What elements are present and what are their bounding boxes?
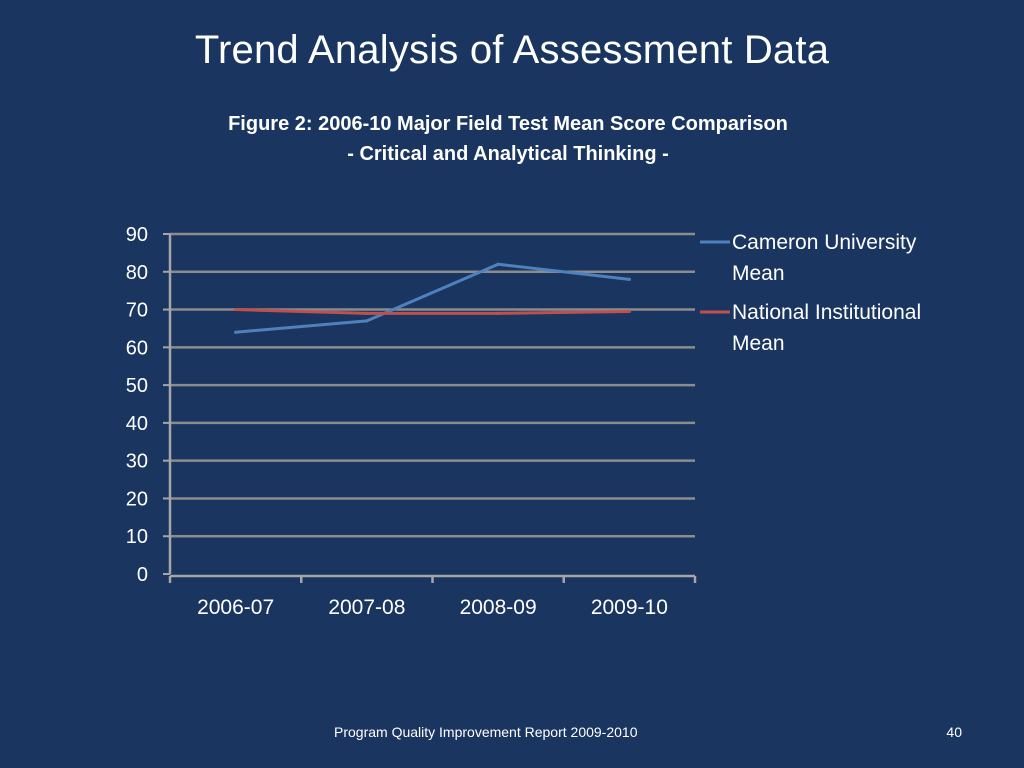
data-point — [496, 311, 500, 315]
chart-subtitle: - Critical and Analytical Thinking - — [347, 143, 669, 165]
x-tick-label: 2006-07 — [197, 596, 274, 619]
data-point — [496, 262, 500, 266]
legend-label: Cameron University Mean — [732, 231, 917, 285]
series-line — [235, 262, 630, 334]
data-point — [234, 307, 238, 312]
y-tick-label: 70 — [126, 300, 148, 322]
series-line — [235, 308, 630, 315]
x-tick-label: 2008-09 — [460, 596, 537, 619]
chart-title: Figure 2: 2006-10 Major Field Test Mean … — [228, 113, 788, 135]
series-lines — [234, 262, 631, 334]
gridlines — [170, 232, 695, 538]
x-tick-label: 2007-08 — [328, 596, 405, 619]
page-number: 40 — [946, 724, 962, 740]
footer-text: Program Quality Improvement Report 2009-… — [334, 724, 638, 740]
y-tick-label: 0 — [137, 564, 148, 586]
y-tick-label: 30 — [126, 451, 148, 473]
legend: Cameron University Mean National Instituti… — [700, 231, 921, 355]
slide-title: Trend Analysis of Assessment Data — [194, 28, 830, 72]
data-point — [365, 311, 369, 315]
y-tick-label: 90 — [126, 224, 148, 246]
data-point — [234, 330, 238, 334]
x-tick-label: 2009-10 — [591, 596, 668, 619]
y-tick-label: 20 — [126, 488, 148, 510]
data-point — [365, 319, 369, 323]
y-tick-label: 80 — [126, 262, 148, 284]
data-point — [627, 277, 631, 281]
y-tick-label: 10 — [126, 526, 148, 548]
data-point — [627, 309, 631, 314]
y-tick-label: 60 — [126, 337, 148, 359]
axes: 0 10 20 30 40 50 60 70 80 90 2006-07 2007-08 2008-09… — [126, 224, 697, 619]
y-tick-label: 40 — [126, 413, 148, 435]
legend-label: National Institutional Mean — [732, 301, 921, 355]
y-tick-label: 50 — [126, 375, 148, 397]
